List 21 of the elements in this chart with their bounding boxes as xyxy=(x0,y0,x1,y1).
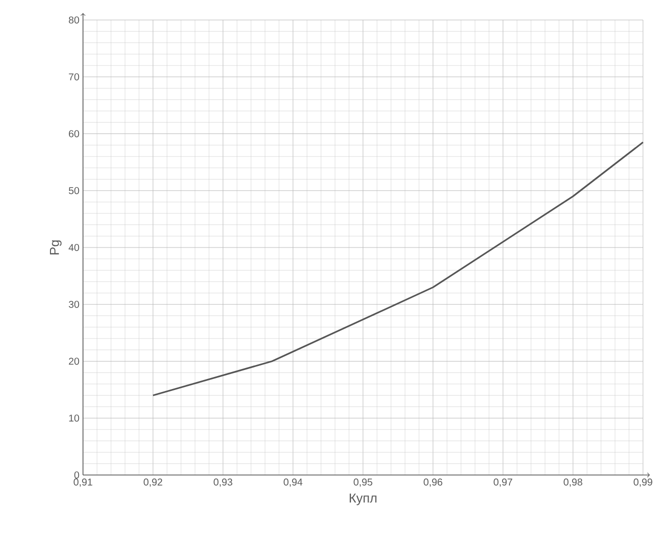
y-tick-label: 20 xyxy=(68,358,80,365)
y-tick-label: 10 xyxy=(69,414,80,422)
x-tick-label: 0,93 xyxy=(214,478,232,487)
y-tick-label: 50 xyxy=(68,187,80,194)
x-tick-label: 0,96 xyxy=(424,478,442,487)
y-axis-title: Pg xyxy=(50,240,62,254)
x-axis-title: Купл xyxy=(350,494,376,506)
y-tick-label: 80 xyxy=(68,16,80,24)
x-tick-label: 0,95 xyxy=(354,478,372,487)
y-tick-label: 30 xyxy=(68,300,80,308)
x-tick-label: 0,91 xyxy=(74,478,92,487)
x-tick-label: 0,98 xyxy=(564,478,582,487)
line-series xyxy=(152,141,644,396)
x-tick-label: 0,92 xyxy=(144,478,162,487)
x-tick-label: 0,97 xyxy=(494,478,512,487)
x-tick-label: 0,99 xyxy=(634,478,652,487)
y-tick-label: 70 xyxy=(68,73,80,80)
y-tick-label: 0 xyxy=(74,471,80,479)
y-tick-label: 60 xyxy=(68,130,80,138)
y-tick-label: 40 xyxy=(68,244,80,252)
x-tick-label: 0,94 xyxy=(284,478,302,487)
